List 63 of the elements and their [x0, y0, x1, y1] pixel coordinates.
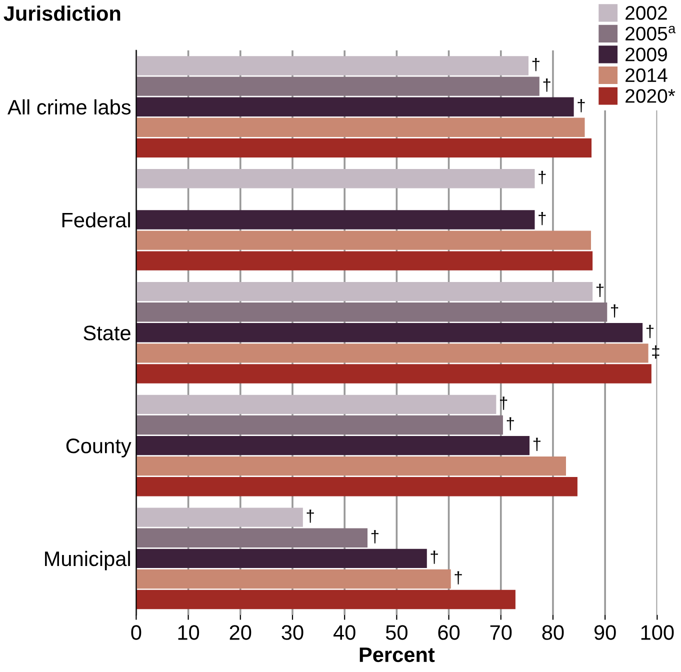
bar — [136, 436, 530, 456]
bar — [136, 590, 516, 610]
bar — [136, 282, 593, 302]
x-tick-label: 100 — [641, 625, 674, 640]
x-tick-label: 90 — [594, 625, 616, 640]
x-tick-label: 0 — [131, 625, 142, 640]
legend-label: 2005$^{a}$ — [626, 26, 676, 41]
data-label: † — [611, 304, 618, 318]
y-axis-title: Jurisdiction — [4, 6, 120, 21]
bar — [136, 97, 574, 116]
legend-label: 2009 — [626, 48, 667, 62]
y-tick-label: State — [84, 326, 130, 340]
y-tick-label: All crime labs — [8, 99, 131, 115]
bar — [136, 76, 540, 96]
bar — [136, 251, 593, 270]
data-label: † — [506, 417, 514, 430]
bar — [136, 508, 303, 527]
x-tick-label: 70 — [490, 625, 512, 640]
data-label: † — [596, 284, 604, 297]
data-label: † — [538, 212, 546, 226]
y-tick-label: County — [66, 438, 132, 458]
x-tick-label: 10 — [178, 625, 200, 640]
data-label: † — [646, 324, 654, 338]
bar — [136, 210, 535, 230]
x-tick-label: 20 — [230, 625, 252, 640]
bar — [136, 323, 643, 342]
x-tick-label: 50 — [386, 625, 408, 640]
bar — [136, 56, 528, 76]
y-tick-label: Municipal — [45, 550, 130, 570]
bar — [136, 415, 503, 435]
bar — [136, 477, 578, 496]
data-label: † — [430, 550, 438, 564]
data-label: † — [538, 170, 546, 184]
bar — [136, 569, 451, 589]
y-tick-label: Federal — [62, 212, 130, 228]
bar — [136, 118, 585, 137]
bar — [136, 364, 652, 384]
data-label: † — [306, 510, 314, 523]
x-axis-title: Percent — [360, 648, 435, 662]
x-tick-label: 40 — [333, 625, 356, 640]
bar — [136, 394, 496, 414]
bar — [136, 548, 427, 568]
legend-label: 2014 — [626, 68, 668, 82]
legend-label: 2020* — [626, 89, 676, 103]
x-tick-label: 30 — [282, 625, 304, 640]
data-label: ‡ — [652, 345, 660, 359]
data-label: † — [532, 58, 540, 72]
legend-label: 2002 — [626, 6, 667, 20]
bar — [136, 138, 592, 158]
x-tick-label: 80 — [542, 625, 564, 640]
data-label: † — [454, 571, 462, 584]
bar — [136, 456, 566, 476]
x-tick-label: 60 — [438, 625, 460, 640]
data-label: † — [533, 438, 540, 451]
bar — [136, 230, 591, 250]
bar — [136, 528, 368, 548]
data-label: † — [578, 99, 585, 112]
data-label: † — [500, 396, 508, 410]
data-label: † — [543, 78, 550, 92]
bar — [136, 302, 608, 322]
bar — [136, 344, 648, 363]
bar — [136, 169, 535, 188]
data-label: † — [371, 530, 378, 544]
